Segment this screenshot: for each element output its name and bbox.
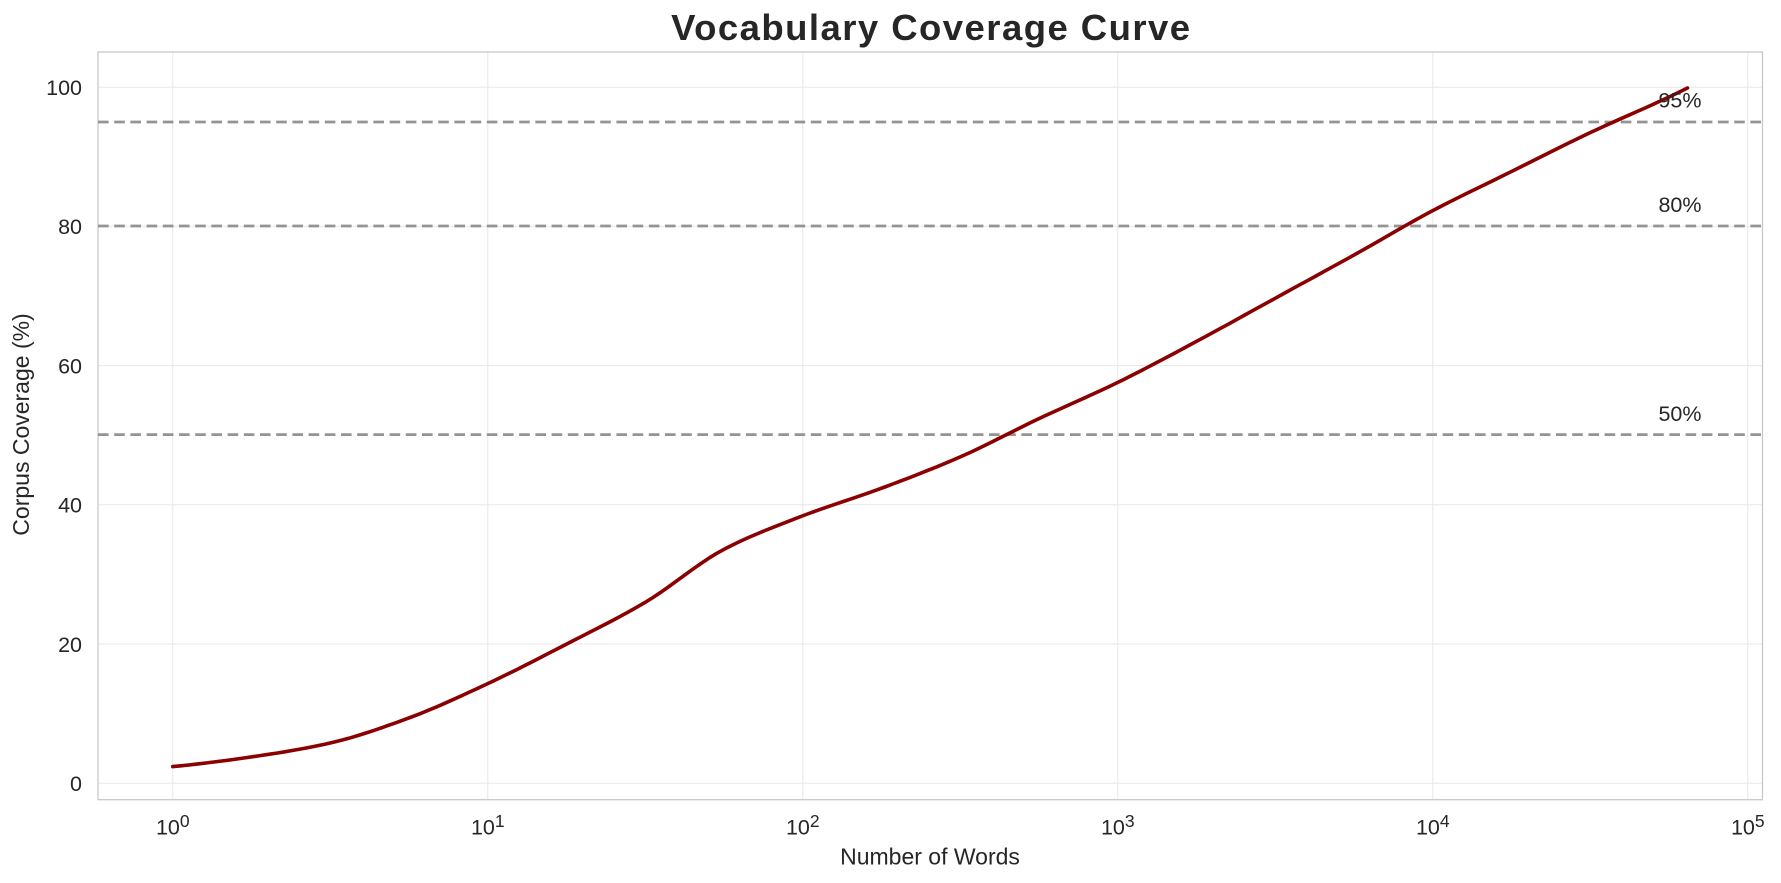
svg-text:Number of Words: Number of Words bbox=[840, 844, 1020, 870]
svg-text:Corpus Coverage (%): Corpus Coverage (%) bbox=[8, 313, 34, 535]
svg-text:40: 40 bbox=[58, 494, 82, 518]
svg-text:102: 102 bbox=[786, 811, 820, 839]
svg-text:50%: 50% bbox=[1658, 402, 1701, 426]
svg-text:104: 104 bbox=[1416, 811, 1450, 839]
svg-text:103: 103 bbox=[1101, 811, 1135, 839]
svg-text:20: 20 bbox=[58, 633, 82, 657]
svg-text:60: 60 bbox=[58, 354, 82, 378]
svg-text:101: 101 bbox=[471, 811, 505, 839]
svg-text:100: 100 bbox=[156, 811, 190, 839]
svg-text:Vocabulary Coverage Curve: Vocabulary Coverage Curve bbox=[671, 7, 1191, 48]
svg-text:95%: 95% bbox=[1658, 89, 1701, 113]
svg-text:80: 80 bbox=[58, 215, 82, 239]
svg-text:0: 0 bbox=[70, 772, 82, 796]
svg-text:80%: 80% bbox=[1658, 193, 1701, 217]
svg-text:100: 100 bbox=[46, 76, 82, 100]
svg-text:105: 105 bbox=[1731, 811, 1765, 839]
